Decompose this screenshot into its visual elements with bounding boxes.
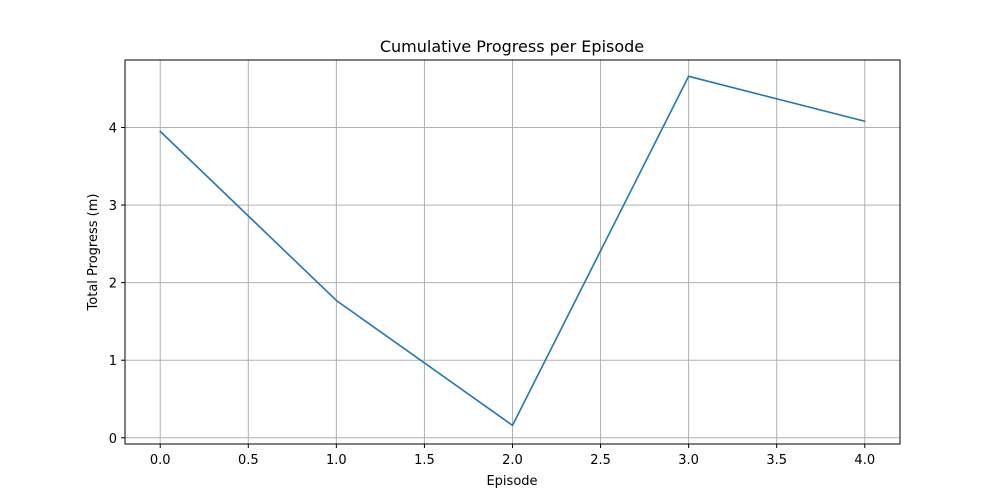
series-line — [159, 75, 866, 427]
x-axis: 0.0 0.5 1.0 1.5 2.0 2.5 3.0 3.5 4.0 — [150, 444, 875, 468]
y-axis-label: Total Progress (m) — [86, 194, 101, 312]
y-tick-label: 4 — [109, 121, 117, 136]
x-tick-label: 0.0 — [150, 453, 171, 468]
y-tick-label: 1 — [109, 354, 117, 369]
chart-title: Cumulative Progress per Episode — [380, 37, 644, 56]
grid — [125, 60, 900, 444]
y-axis: 0 1 2 3 4 — [109, 121, 125, 447]
y-tick-label: 3 — [109, 199, 117, 214]
x-tick-label: 1.5 — [414, 453, 435, 468]
x-tick-label: 4.0 — [854, 453, 875, 468]
x-tick-label: 2.0 — [502, 453, 523, 468]
x-tick-label: 2.5 — [590, 453, 611, 468]
x-tick-label: 0.5 — [238, 453, 259, 468]
y-tick-label: 2 — [109, 277, 117, 292]
y-tick-label: 0 — [109, 432, 117, 447]
x-axis-label: Episode — [486, 474, 537, 489]
x-tick-label: 3.0 — [678, 453, 699, 468]
x-tick-label: 3.5 — [766, 453, 787, 468]
series-group — [159, 75, 866, 427]
x-tick-label: 1.0 — [326, 453, 347, 468]
